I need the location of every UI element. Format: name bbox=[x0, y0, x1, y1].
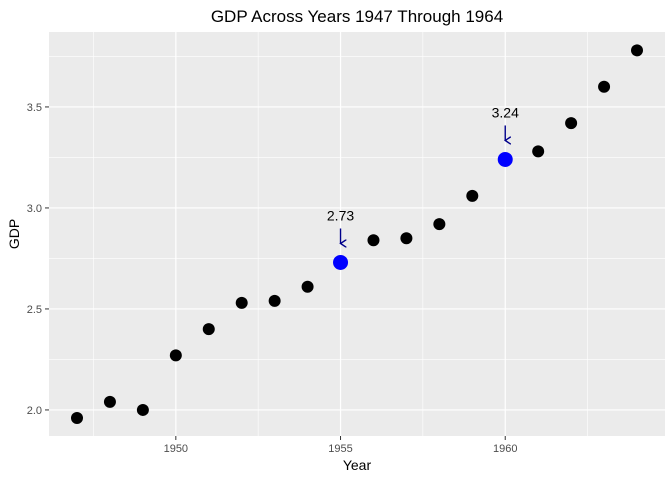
data-point bbox=[598, 80, 611, 93]
data-point bbox=[235, 296, 248, 309]
data-point bbox=[466, 189, 479, 202]
y-axis-title: GDP bbox=[6, 219, 22, 249]
data-point bbox=[532, 145, 545, 158]
x-tick-label: 1960 bbox=[493, 443, 517, 455]
highlighted-point bbox=[497, 151, 513, 167]
data-point bbox=[71, 412, 83, 425]
annotation-label: 3.24 bbox=[492, 104, 519, 120]
x-axis-title: Year bbox=[343, 457, 372, 473]
y-axis-ticks: 2.0 2.5 3.0 3.5 bbox=[27, 102, 49, 417]
y-tick-label: 2.5 bbox=[27, 304, 42, 316]
data-point bbox=[202, 323, 215, 336]
grid-lines bbox=[49, 32, 665, 436]
annotation-label: 2.73 bbox=[327, 207, 354, 223]
x-tick-label: 1955 bbox=[328, 443, 352, 455]
chart-title: GDP Across Years 1947 Through 1964 bbox=[211, 7, 503, 26]
y-tick-label: 2.0 bbox=[27, 405, 42, 417]
annotations: 2.73 3.24 bbox=[327, 104, 519, 243]
data-point bbox=[367, 234, 380, 247]
data-point bbox=[169, 349, 182, 362]
x-tick-label: 1950 bbox=[164, 443, 188, 455]
plot-panel bbox=[49, 32, 665, 436]
y-tick-label: 3.5 bbox=[27, 102, 42, 114]
highlighted-point bbox=[333, 254, 349, 270]
data-point bbox=[433, 218, 446, 231]
y-tick-label: 3.0 bbox=[27, 203, 42, 215]
data-point bbox=[565, 117, 578, 130]
data-point bbox=[103, 395, 116, 408]
x-axis-ticks: 1950 1955 1960 bbox=[164, 436, 517, 455]
data-points bbox=[71, 44, 643, 425]
data-point bbox=[136, 403, 149, 416]
data-point bbox=[268, 294, 281, 307]
data-point bbox=[631, 44, 643, 57]
data-point bbox=[400, 232, 413, 245]
data-point bbox=[301, 280, 314, 293]
